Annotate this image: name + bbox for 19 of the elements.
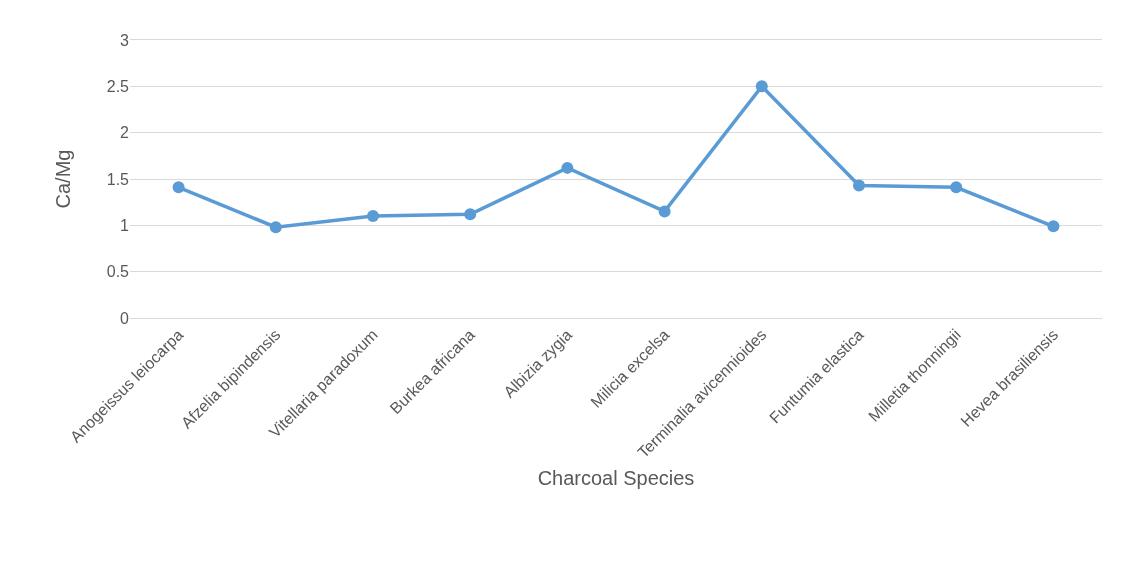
x-axis-title: Charcoal Species [537,466,695,489]
point [950,181,963,194]
y-axis-title: Ca/Mg [52,149,75,209]
y-tick-label: 0 [120,309,130,327]
point [561,161,574,174]
point [172,181,185,194]
y-tick-label: 2 [120,124,130,142]
y-tick-label: 1 [120,216,130,234]
point [464,208,477,221]
y-tick-label: 2.5 [106,77,130,95]
point [853,179,865,192]
point [1047,220,1060,233]
point [269,221,282,234]
y-tick-label: 1.5 [106,170,130,188]
y-tick-label: 0.5 [106,263,130,281]
point [658,205,671,218]
point [367,210,379,223]
y-tick-label: 3 [120,31,130,49]
point [755,80,768,93]
